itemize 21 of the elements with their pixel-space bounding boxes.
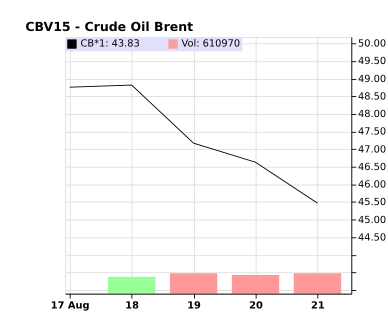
y-tick-label: 47.00	[358, 144, 386, 156]
y-tick-label: 45.50	[358, 197, 386, 208]
y-tick-label: 47.50	[358, 126, 386, 138]
x-tick-label: 19	[187, 300, 202, 312]
y-tick-label: 50.00	[358, 38, 386, 50]
legend-label: CB*1: 43.83	[80, 38, 140, 50]
line-series	[69, 84, 318, 204]
y-tick-label: 46.00	[358, 180, 386, 191]
chart-title: CBV15 - Crude Oil Brent	[25, 18, 194, 34]
y-tick-label: 48.00	[358, 109, 386, 120]
y-tick-label: 48.50	[358, 91, 386, 102]
y-tick-label: 44.50	[358, 232, 386, 244]
legend-label: Vol: 610970	[181, 38, 240, 50]
x-tick-label: 18	[125, 300, 140, 312]
y-tick-label: 45.00	[358, 214, 386, 226]
x-tick-label: 21	[311, 300, 325, 312]
y-tick-label: 49.50	[358, 56, 386, 68]
y-tick-label: 49.00	[358, 74, 386, 85]
x-tick-label: 17 Aug	[50, 300, 90, 312]
y-tick-label: 46.50	[358, 162, 386, 173]
x-tick-label: 20	[249, 300, 263, 312]
